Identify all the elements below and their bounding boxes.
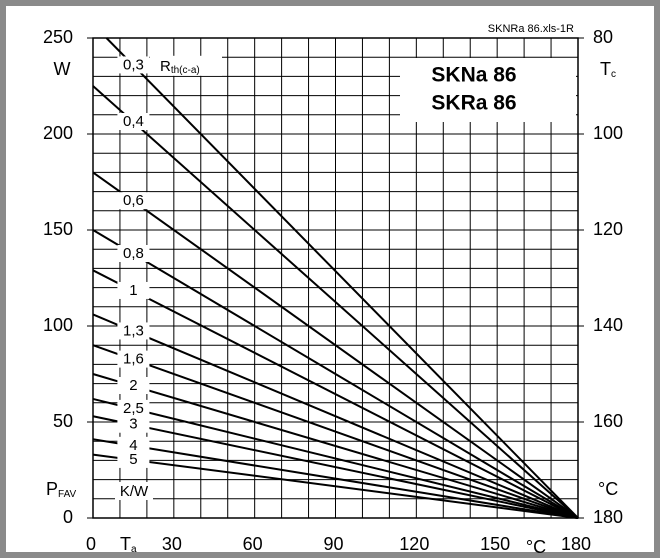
label-bg: [117, 281, 150, 299]
annotation: SKNa 86: [431, 64, 516, 87]
chart-source: SKNRa 86.xls-1R: [488, 23, 574, 35]
y-tick-label: 200: [43, 123, 73, 143]
label-bg: [117, 450, 150, 468]
rth-line: [92, 397, 579, 519]
y-quantity: PFAV: [46, 479, 77, 500]
y2-quantity-sub: c: [611, 69, 616, 80]
series-label: 1,6: [123, 351, 144, 368]
series-label: 1,3: [123, 322, 144, 339]
rth-line: [92, 415, 579, 519]
series-label: 1: [129, 282, 137, 299]
label-bg: [117, 113, 150, 130]
series-label: 0,8: [123, 245, 144, 262]
rth-line: [92, 171, 579, 519]
y2-tick-label: 100: [593, 123, 623, 143]
label-bg: [117, 245, 150, 262]
y2-quantity-main: T: [600, 59, 611, 79]
y-tick-label: 0: [63, 507, 73, 527]
y2-unit: °C: [598, 479, 618, 499]
series-label: 0,6: [123, 192, 144, 209]
y2-quantity: Tc: [600, 59, 616, 80]
rth-line: [92, 85, 579, 519]
series-label: 3: [129, 416, 137, 433]
rth-line: [92, 344, 579, 519]
y-quantity-main: P: [46, 479, 58, 499]
x-tick-label: 0: [86, 534, 96, 554]
rth-line: [92, 438, 579, 519]
series-label: 0,4: [123, 113, 144, 130]
label-bg: [117, 350, 150, 368]
source-bg: [470, 20, 578, 36]
y2-tick-label: 160: [593, 411, 623, 431]
rth-line: [92, 313, 579, 519]
series-label: 5: [129, 451, 137, 468]
plot-frame: [92, 37, 579, 519]
x-tick-label: 120: [399, 534, 429, 554]
label-bg: [117, 415, 150, 433]
annotation: SKRa 86: [431, 92, 516, 115]
rth-line: [92, 453, 579, 519]
y-quantity-sub: FAV: [58, 489, 76, 500]
legend-unit: K/W: [120, 483, 149, 500]
rth-line: [92, 373, 579, 519]
rth-line: [92, 269, 579, 519]
label-bg: [117, 436, 150, 454]
legend-title: Rth(c-a): [160, 58, 200, 76]
x-tick-label: 90: [323, 534, 343, 554]
x-quantity-sub: a: [131, 544, 137, 555]
x-tick-label: 150: [480, 534, 510, 554]
x-unit: °C: [526, 537, 546, 557]
label-bg: [117, 377, 150, 394]
x-tick-label: 60: [243, 534, 263, 554]
label-bg: [115, 482, 153, 500]
title-bg: [400, 58, 576, 122]
series-label: 4: [129, 437, 137, 454]
label-bg: [117, 56, 150, 74]
x-tick-label: 30: [162, 534, 182, 554]
y2-tick-label: 180: [593, 507, 623, 527]
y-tick-label: 250: [43, 27, 73, 47]
x-tick-label: 180: [561, 534, 591, 554]
rth-line: [92, 229, 579, 519]
y2-tick-label: 140: [593, 315, 623, 335]
series-label: 0,3: [123, 56, 144, 73]
y-tick-label: 50: [53, 411, 73, 431]
y-tick-label: 150: [43, 219, 73, 239]
label-bg: [117, 399, 150, 417]
series-label: 2,5: [123, 400, 144, 417]
legend-title-main: R: [160, 58, 171, 75]
y2-tick-label: 80: [593, 27, 613, 47]
rth-line: [105, 37, 579, 519]
x-quantity-main: T: [120, 534, 131, 554]
label-bg: [117, 322, 150, 340]
label-bg: [150, 55, 222, 76]
y-unit: W: [54, 59, 71, 79]
series-label: 2: [129, 377, 137, 394]
x-quantity: Ta: [120, 534, 137, 555]
y-tick-label: 100: [43, 315, 73, 335]
legend-title-sub: th(c-a): [171, 64, 200, 75]
y2-tick-label: 120: [593, 219, 623, 239]
label-bg: [117, 192, 150, 210]
